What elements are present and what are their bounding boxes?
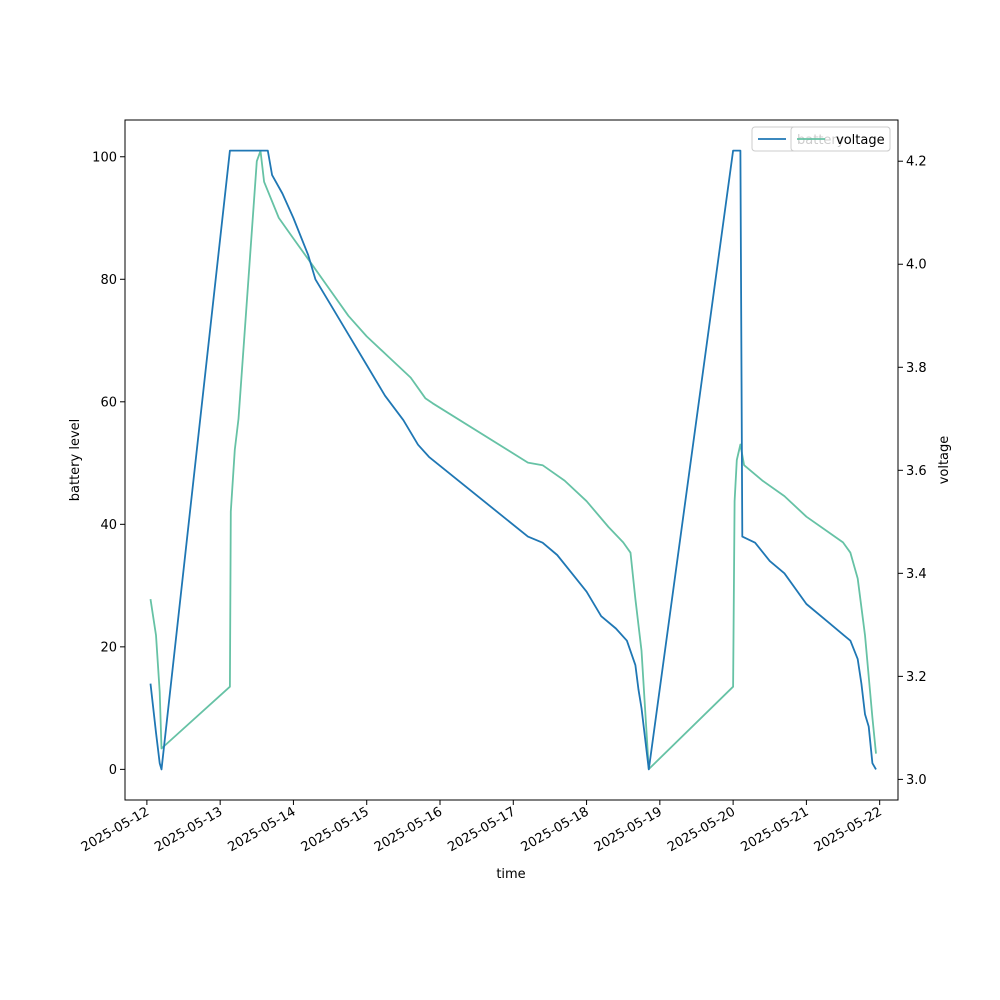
y-right-tick-label: 3.0 [906,773,927,788]
series-line-battery [149,149,877,771]
y-axis-left: 0 20 40 60 80 100 [92,150,125,778]
legend-right-axis: voltage [790,126,891,152]
y-right-tick-label: 3.8 [906,361,927,376]
y-left-tick-label: 80 [100,273,117,288]
series-layer [149,149,877,771]
x-tick-label: 2025-05-14 [226,804,299,855]
legend-box-voltage [790,126,891,152]
x-tick-label: 2025-05-12 [79,804,152,855]
x-tick-label: 2025-05-18 [519,804,592,855]
y-left-tick-label: 20 [100,640,117,655]
y-right-tick-label: 3.2 [906,670,927,685]
x-axis: 2025-05-12 2025-05-13 2025-05-14 2025-05-15… [79,800,885,855]
y-axis-left-title: battery level [68,419,83,502]
x-tick-label: 2025-05-13 [152,804,225,855]
y-right-tick-label: 4.2 [906,155,927,170]
x-tick-label: 2025-05-19 [592,804,665,855]
x-tick-label: 2025-05-20 [665,804,738,855]
y-left-tick-label: 40 [100,518,117,533]
y-left-tick-label: 0 [109,763,117,778]
x-tick-label: 2025-05-21 [738,804,811,855]
y-left-tick-label: 100 [92,150,117,165]
y-right-tick-label: 4.0 [906,258,927,273]
x-tick-label: 2025-05-16 [372,804,445,855]
y-axis-right: 3.0 3.2 3.4 3.6 3.8 4.0 4.2 [898,155,927,788]
y-right-tick-label: 3.4 [906,567,927,582]
x-tick-label: 2025-05-17 [445,804,518,855]
legend-label-voltage: voltage [836,133,885,148]
x-tick-label: 2025-05-22 [812,804,885,855]
y-left-tick-label: 60 [100,395,117,410]
x-tick-label: 2025-05-15 [299,804,372,855]
x-axis-title: time [496,867,525,882]
series-line-voltage [149,150,877,770]
plot-frame [124,119,899,801]
y-axis-right-title: voltage [937,436,952,485]
y-right-tick-label: 3.6 [906,464,927,479]
